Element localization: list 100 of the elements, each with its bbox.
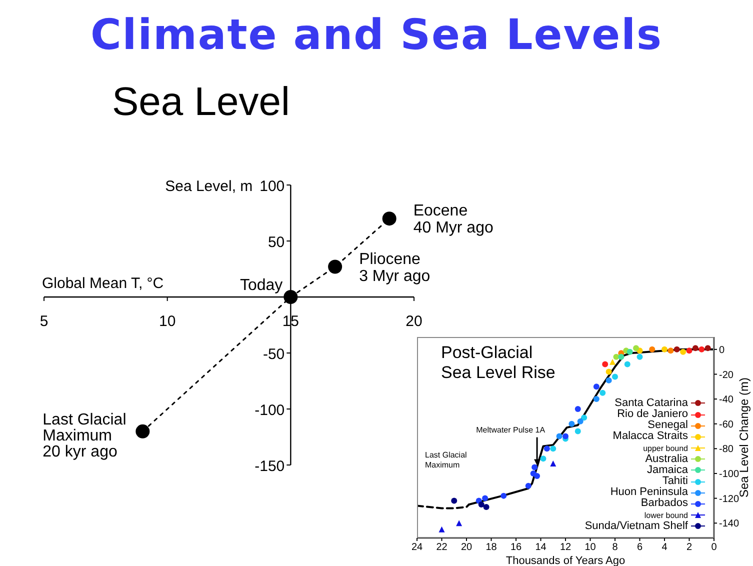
point — [525, 482, 532, 489]
point — [550, 460, 556, 467]
point — [626, 348, 633, 355]
point — [606, 377, 612, 384]
legend-label: upper bound — [643, 442, 688, 453]
point — [686, 348, 692, 354]
point — [581, 414, 588, 421]
point — [662, 346, 668, 352]
y-tick-label: 0 — [719, 344, 725, 356]
x-tick-label: 10 — [584, 542, 596, 554]
point — [568, 420, 575, 427]
point — [593, 384, 600, 390]
point — [483, 504, 490, 510]
point — [532, 464, 538, 470]
x-tick-label: 20 — [406, 313, 422, 330]
x-tick-label: 0 — [711, 542, 718, 554]
x-tick-label: 10 — [158, 313, 176, 330]
legend-label: Huon Peninsula — [610, 486, 688, 498]
legend-label: Tahiti — [662, 475, 688, 488]
y-tick-label: 100 — [260, 178, 285, 195]
y-tick-label: -50 — [262, 346, 285, 363]
legend-label: Sunda/Vietnam Shelf — [584, 520, 688, 532]
y-tick-label: -80 — [719, 444, 734, 456]
legend-label: Jamaica — [647, 464, 688, 476]
point — [456, 520, 462, 526]
point — [540, 456, 546, 462]
y-tick-label: -40 — [719, 394, 734, 406]
chart-subtitle: Sea Level — [112, 80, 290, 125]
point — [704, 345, 711, 352]
point — [636, 354, 643, 360]
point — [544, 446, 550, 452]
point — [556, 433, 562, 440]
annotation: Eocene 40 Myr ago — [413, 202, 494, 237]
point — [624, 361, 630, 368]
point — [692, 345, 698, 352]
point — [328, 260, 342, 274]
annotation: Last Glacial Maximum 20 kyr ago — [42, 411, 126, 460]
annotation: Today — [240, 277, 283, 294]
point — [668, 348, 674, 354]
y-tick-label: 50 — [268, 234, 285, 251]
point — [606, 368, 612, 375]
y-tick-label: -60 — [719, 419, 734, 430]
legend-label: Rio de Janiero — [617, 408, 688, 420]
point — [633, 345, 640, 352]
annotation: Last Glacial Maximum — [425, 450, 468, 470]
point — [649, 346, 656, 352]
point — [574, 406, 581, 412]
point — [438, 526, 445, 532]
point — [674, 346, 680, 352]
point — [618, 354, 624, 360]
point — [602, 361, 608, 368]
point — [562, 433, 568, 440]
y-axis-title: Sea Level, m — [165, 178, 253, 195]
point — [136, 424, 150, 438]
point — [382, 212, 396, 226]
point — [600, 390, 606, 396]
legend-label: Australia — [645, 452, 688, 465]
x-tick-label: 4 — [662, 542, 668, 554]
point — [550, 446, 556, 452]
y-tick-label: -140 — [719, 518, 740, 530]
legend-label: Senegal — [648, 419, 688, 432]
y-tick-label: -100 — [254, 402, 285, 419]
point — [698, 346, 705, 352]
x-tick-label: 2 — [686, 542, 692, 554]
y-tick-label: -100 — [719, 469, 740, 480]
y-tick-label: -20 — [719, 370, 734, 381]
legend-label: Santa Catarina — [614, 396, 688, 409]
y-tick-label: -120 — [719, 494, 740, 505]
x-axis-title: Global Mean T, °C — [42, 275, 164, 292]
x-tick-label: 5 — [40, 313, 48, 330]
point — [612, 374, 618, 380]
point — [482, 495, 488, 502]
point — [577, 418, 584, 424]
point — [613, 354, 620, 360]
x-tick-label: 20 — [460, 542, 472, 554]
legend-label: Barbados — [640, 497, 688, 510]
point — [500, 492, 507, 499]
point — [680, 348, 686, 355]
x-tick-label: 16 — [510, 542, 522, 554]
x-tick-label: 6 — [636, 542, 643, 554]
point — [478, 502, 484, 508]
x-tick-label: 24 — [411, 542, 423, 554]
x-axis-title: Thousands of Years Ago — [506, 555, 626, 566]
x-tick-label: 8 — [612, 542, 618, 554]
annotation: Pliocene 3 Myr ago — [359, 250, 430, 285]
text: Post-Glacial Sea Level Rise — [441, 343, 556, 382]
x-tick-label: 18 — [486, 542, 498, 554]
legend-label: lower bound — [644, 510, 688, 521]
point — [574, 428, 581, 434]
point — [534, 472, 540, 479]
point — [593, 396, 600, 402]
chart-title: Climate and Sea Levels — [89, 10, 664, 59]
x-tick-label: 12 — [560, 542, 572, 554]
annotation: Meltwater Pulse 1A — [476, 425, 546, 434]
legend-label: Malacca Straits — [612, 430, 688, 443]
x-tick-label: 14 — [535, 542, 547, 554]
x-tick-label: 22 — [436, 542, 448, 554]
y-tick-label: -150 — [254, 458, 285, 475]
point — [451, 498, 458, 504]
point — [610, 358, 616, 365]
